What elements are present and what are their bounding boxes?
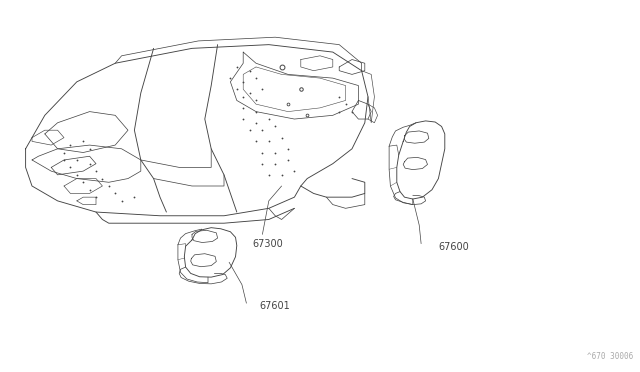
Text: 67300: 67300 <box>253 239 284 248</box>
Text: 67600: 67600 <box>438 243 469 252</box>
Text: ^670 30006: ^670 30006 <box>588 352 634 361</box>
Text: 67601: 67601 <box>259 301 290 311</box>
